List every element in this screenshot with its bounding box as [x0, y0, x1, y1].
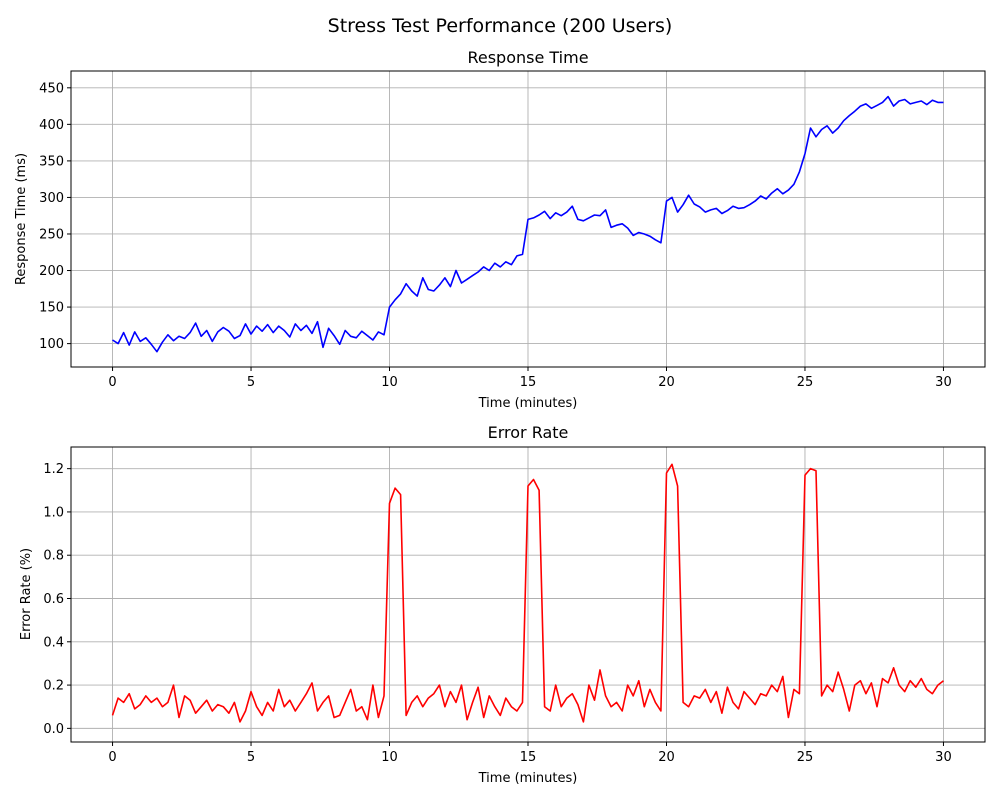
- error-rate-y-tick-label: 0.2: [43, 679, 64, 694]
- response-time-subplot: Response Time Time (minutes) Response Ti…: [14, 48, 986, 411]
- response-time-x-tick-label: 25: [797, 375, 814, 390]
- response-time-x-axis-label: Time (minutes): [478, 396, 578, 411]
- error-rate-y-tick-label: 0.6: [43, 592, 64, 607]
- error-rate-y-tick-label: 0.4: [43, 635, 64, 650]
- error-rate-y-tick-label: 1.0: [43, 505, 64, 520]
- response-time-subplot-title: Response Time: [467, 48, 588, 67]
- response-time-y-tick-label: 250: [39, 227, 64, 242]
- response-time-y-tick-label: 100: [39, 337, 64, 352]
- error-rate-x-tick-label: 5: [247, 750, 255, 765]
- error-rate-x-tick-label: 30: [935, 750, 952, 765]
- figure-suptitle: Stress Test Performance (200 Users): [328, 15, 673, 37]
- response-time-series-line: [112, 95, 944, 353]
- response-time-x-tick-label: 10: [381, 375, 398, 390]
- error-rate-x-tick-label: 0: [108, 750, 116, 765]
- error-rate-series-line: [111, 463, 944, 723]
- response-time-x-tick-label: 20: [658, 375, 675, 390]
- response-time-y-tick-label: 450: [39, 81, 64, 96]
- response-time-y-axis-label: Response Time (ms): [14, 153, 29, 285]
- error-rate-y-tick-label: 0.8: [43, 549, 64, 564]
- response-time-x-tick-label: 30: [935, 375, 952, 390]
- error-rate-x-tick-label: 10: [381, 750, 398, 765]
- error-rate-x-tick-label: 20: [658, 750, 675, 765]
- response-time-y-tick-label: 350: [39, 154, 64, 169]
- error-rate-y-tick-label: 1.2: [43, 462, 64, 477]
- error-rate-y-tick-label: 0.0: [43, 722, 64, 737]
- error-rate-subplot: Error Rate Time (minutes) Error Rate (%)…: [19, 423, 986, 786]
- response-time-y-tick-label: 400: [39, 118, 64, 133]
- error-rate-x-tick-label: 15: [520, 750, 537, 765]
- error-rate-x-tick-label: 25: [797, 750, 814, 765]
- error-rate-x-axis-label: Time (minutes): [478, 771, 578, 786]
- response-time-x-tick-label: 5: [247, 375, 255, 390]
- error-rate-y-axis-label: Error Rate (%): [19, 548, 34, 640]
- response-time-y-tick-label: 150: [39, 301, 64, 316]
- response-time-x-tick-label: 15: [520, 375, 537, 390]
- response-time-y-tick-label: 200: [39, 264, 64, 279]
- response-time-x-tick-label: 0: [108, 375, 116, 390]
- error-rate-subplot-title: Error Rate: [488, 423, 569, 442]
- response-time-y-tick-label: 300: [39, 191, 64, 206]
